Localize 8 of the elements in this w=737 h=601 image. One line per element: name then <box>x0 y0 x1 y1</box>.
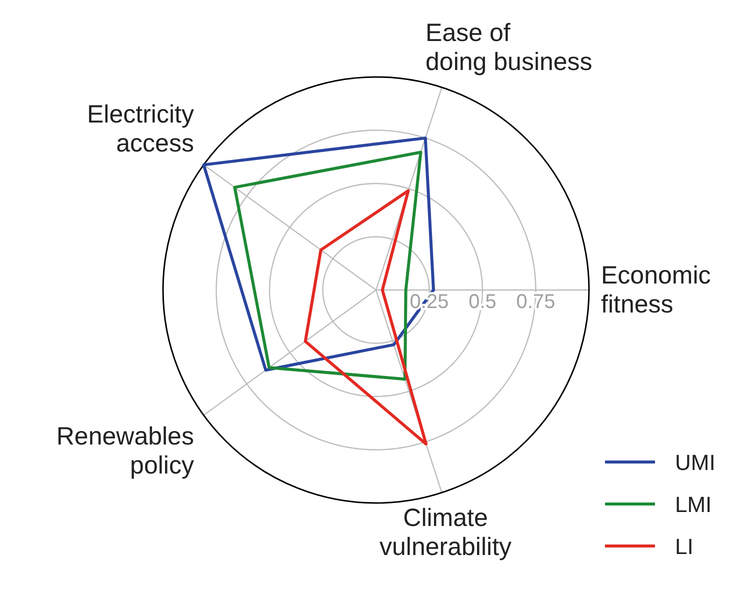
spoke-label: Electricity access <box>87 100 194 158</box>
spoke-label: Renewables policy <box>56 422 194 480</box>
spoke-label: Economic fitness <box>601 262 711 318</box>
spoke-label: Climate vulnerability <box>380 504 512 561</box>
spoke-label: Ease of doing business <box>426 19 592 76</box>
legend-label: LI <box>675 534 694 559</box>
legend-label: UMI <box>675 450 716 475</box>
legend-label: LMI <box>675 492 712 517</box>
